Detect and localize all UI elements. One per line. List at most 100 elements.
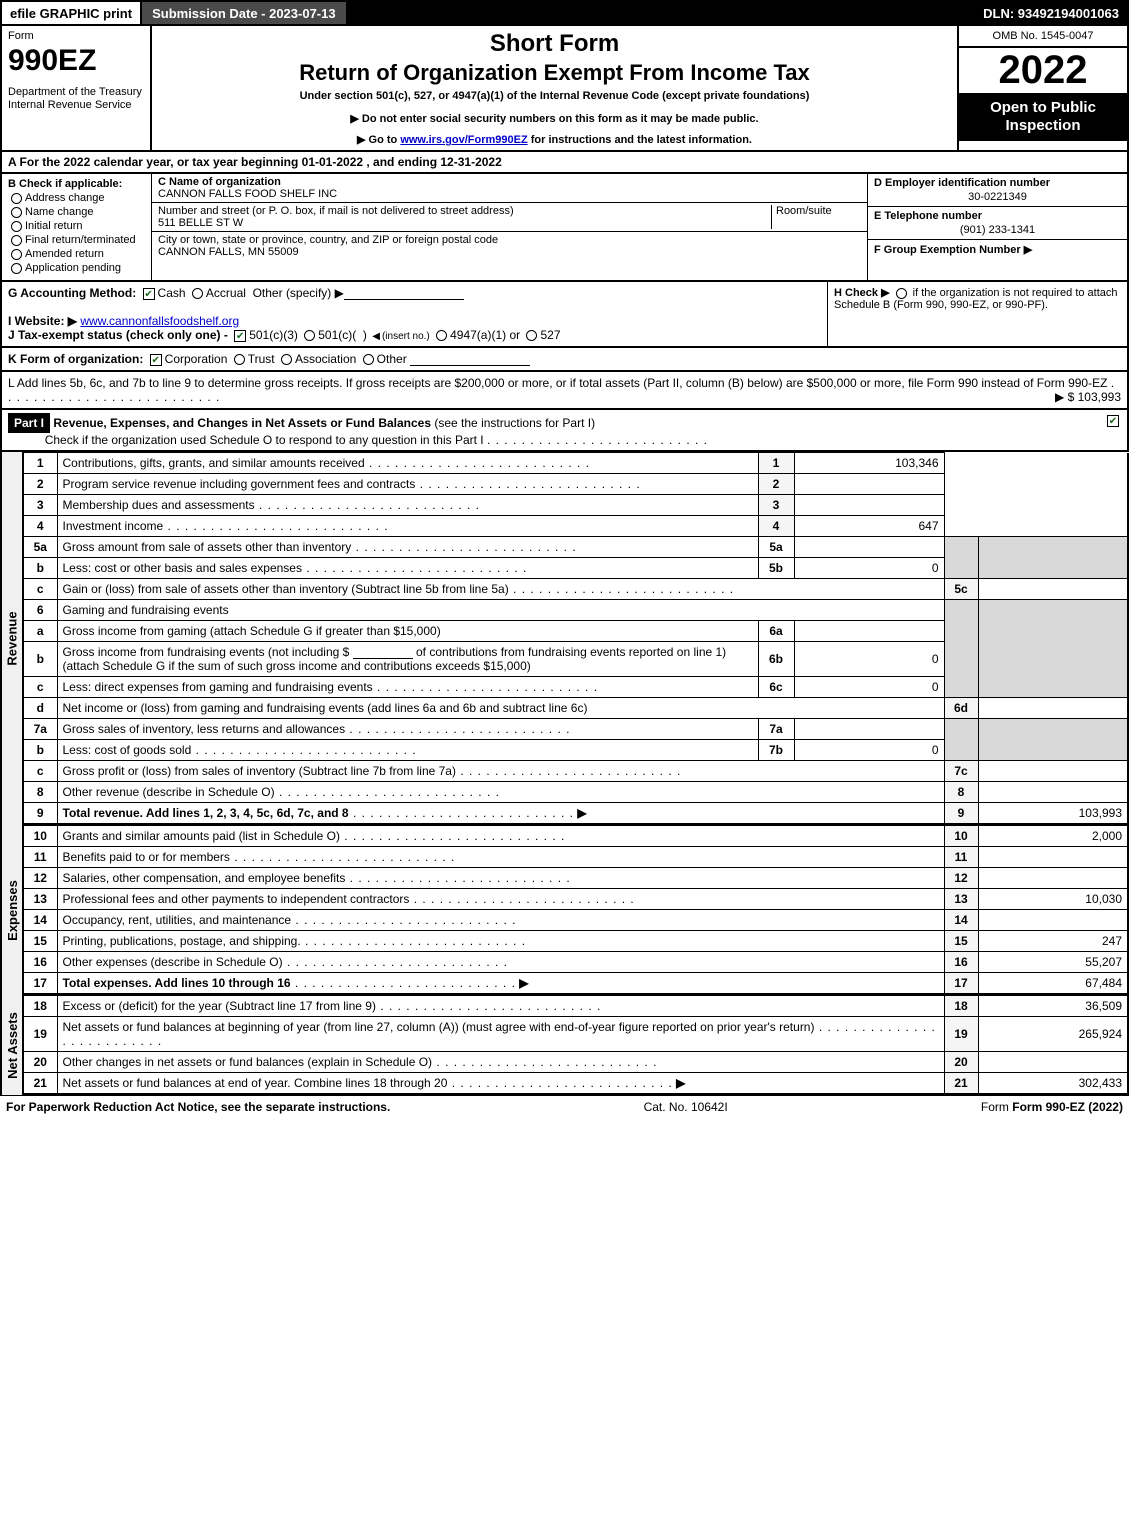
k-other-input[interactable] bbox=[410, 354, 530, 366]
section-a: A For the 2022 calendar year, or tax yea… bbox=[0, 152, 1129, 174]
line-6c-value: 0 bbox=[794, 677, 944, 698]
j-501c-label: 501(c)( bbox=[318, 328, 356, 342]
l-value: ▶ $ 103,993 bbox=[1055, 390, 1121, 404]
short-form-title: Short Form bbox=[158, 30, 951, 58]
g-accrual-check[interactable] bbox=[192, 288, 203, 299]
section-def: D Employer identification number 30-0221… bbox=[867, 174, 1127, 280]
l-line: L Add lines 5b, 6c, and 7b to line 9 to … bbox=[0, 372, 1129, 410]
j-insert-label: (insert no.) bbox=[382, 331, 430, 342]
irs-link[interactable]: www.irs.gov/Form990EZ bbox=[400, 134, 527, 146]
section-b: B Check if applicable: Address change Na… bbox=[2, 174, 152, 280]
under-section: Under section 501(c), 527, or 4947(a)(1)… bbox=[158, 90, 951, 102]
revenue-section-label: Revenue bbox=[0, 452, 22, 825]
spacer bbox=[346, 2, 976, 24]
i-label: I Website: ▶ bbox=[8, 314, 77, 328]
j-501c3-label: 501(c)(3) bbox=[249, 328, 298, 342]
line-7b-value: 0 bbox=[794, 740, 944, 761]
g-other-input[interactable] bbox=[344, 288, 464, 300]
chk-address-change[interactable]: Address change bbox=[8, 192, 145, 204]
line-5b-value: 0 bbox=[794, 558, 944, 579]
k-corp-label: Corporation bbox=[165, 352, 228, 366]
line-9-amount: 103,993 bbox=[978, 803, 1128, 825]
j-527-check[interactable] bbox=[526, 330, 537, 341]
b-header: B Check if applicable: bbox=[8, 178, 145, 190]
city-value: CANNON FALLS, MN 55009 bbox=[158, 246, 299, 258]
g-other-label: Other (specify) ▶ bbox=[253, 286, 344, 300]
room-label: Room/suite bbox=[776, 205, 832, 217]
chk-final-return[interactable]: Final return/terminated bbox=[8, 234, 145, 246]
line-3-amount bbox=[794, 495, 944, 516]
org-block: B Check if applicable: Address change Na… bbox=[0, 174, 1129, 282]
omb-number: OMB No. 1545-0047 bbox=[959, 26, 1127, 48]
part1-schedule-o-check[interactable] bbox=[1107, 415, 1119, 427]
h-check[interactable] bbox=[896, 288, 907, 299]
header-mid: Short Form Return of Organization Exempt… bbox=[152, 26, 957, 150]
j-4947-label: 4947(a)(1) or bbox=[450, 328, 520, 342]
street-label: Number and street (or P. O. box, if mail… bbox=[158, 205, 514, 217]
form-header: Form 990EZ Department of the Treasury In… bbox=[0, 26, 1129, 152]
revenue-table: 1Contributions, gifts, grants, and simil… bbox=[22, 452, 1129, 825]
line-17-amount: 67,484 bbox=[978, 973, 1128, 995]
arrow-icon: ▶ bbox=[577, 806, 586, 820]
header-left: Form 990EZ Department of the Treasury In… bbox=[2, 26, 152, 150]
d-label: D Employer identification number bbox=[874, 177, 1121, 189]
website-link[interactable]: www.cannonfallsfoodshelf.org bbox=[80, 314, 239, 328]
g-cash-label: Cash bbox=[158, 286, 186, 300]
goto-line: ▶ Go to www.irs.gov/Form990EZ for instru… bbox=[158, 133, 951, 146]
ein-value: 30-0221349 bbox=[874, 191, 1121, 203]
return-title: Return of Organization Exempt From Incom… bbox=[158, 60, 951, 86]
chk-name-change[interactable]: Name change bbox=[8, 206, 145, 218]
e-label: E Telephone number bbox=[874, 210, 1121, 222]
net-assets-table: 18Excess or (deficit) for the year (Subt… bbox=[22, 995, 1129, 1095]
line-21-amount: 302,433 bbox=[978, 1073, 1128, 1095]
k-label: K Form of organization: bbox=[8, 352, 143, 366]
chk-application-pending[interactable]: Application pending bbox=[8, 262, 145, 274]
j-501c3-check[interactable] bbox=[234, 330, 246, 342]
g-accrual-label: Accrual bbox=[206, 286, 246, 300]
part1-bar: Part I bbox=[8, 413, 50, 433]
line-19-amount: 265,924 bbox=[978, 1017, 1128, 1052]
gh-row: G Accounting Method: Cash Accrual Other … bbox=[0, 282, 1129, 348]
dots bbox=[487, 433, 708, 447]
line-2-amount bbox=[794, 474, 944, 495]
goto-post: for instructions and the latest informat… bbox=[531, 134, 752, 146]
expenses-section-label: Expenses bbox=[0, 825, 22, 995]
tax-year: 2022 bbox=[959, 48, 1127, 93]
chk-initial-return[interactable]: Initial return bbox=[8, 220, 145, 232]
line-16-amount: 55,207 bbox=[978, 952, 1128, 973]
part1-header: Part I Revenue, Expenses, and Changes in… bbox=[0, 410, 1129, 452]
j-527-label: 527 bbox=[540, 328, 560, 342]
efile-print-label[interactable]: efile GRAPHIC print bbox=[2, 2, 140, 24]
k-corp-check[interactable] bbox=[150, 354, 162, 366]
k-assoc-check[interactable] bbox=[281, 354, 292, 365]
submission-date: Submission Date - 2023-07-13 bbox=[140, 2, 346, 24]
header-right: OMB No. 1545-0047 2022 Open to Public In… bbox=[957, 26, 1127, 150]
form-ref: Form Form 990-EZ (2022) bbox=[981, 1100, 1123, 1114]
line-10-amount: 2,000 bbox=[978, 826, 1128, 847]
l-text: L Add lines 5b, 6c, and 7b to line 9 to … bbox=[8, 376, 1107, 390]
k-other-check[interactable] bbox=[363, 354, 374, 365]
k-assoc-label: Association bbox=[295, 352, 356, 366]
part1-check-text: Check if the organization used Schedule … bbox=[45, 433, 484, 447]
department-label: Department of the Treasury Internal Reve… bbox=[8, 86, 144, 112]
city-label: City or town, state or province, country… bbox=[158, 234, 498, 246]
phone-value: (901) 233-1341 bbox=[874, 224, 1121, 236]
part1-note: (see the instructions for Part I) bbox=[434, 416, 595, 430]
line-18-amount: 36,509 bbox=[978, 996, 1128, 1017]
j-4947-check[interactable] bbox=[436, 330, 447, 341]
g-cash-check[interactable] bbox=[143, 288, 155, 300]
chk-amended-return[interactable]: Amended return bbox=[8, 248, 145, 260]
line-6b-input[interactable] bbox=[353, 647, 413, 659]
net-assets-section-label: Net Assets bbox=[0, 995, 22, 1095]
part1-title: Revenue, Expenses, and Changes in Net As… bbox=[53, 416, 431, 430]
do-not-enter: ▶ Do not enter social security numbers o… bbox=[158, 112, 951, 125]
line-1-amount: 103,346 bbox=[794, 453, 944, 474]
section-c: C Name of organization CANNON FALLS FOOD… bbox=[152, 174, 867, 280]
f-label: F Group Exemption Number ▶ bbox=[874, 243, 1121, 256]
line-4-amount: 647 bbox=[794, 516, 944, 537]
arrow-icon: ▶ bbox=[676, 1076, 685, 1090]
j-label: J Tax-exempt status (check only one) - bbox=[8, 328, 228, 342]
k-trust-check[interactable] bbox=[234, 354, 245, 365]
j-501c-check[interactable] bbox=[304, 330, 315, 341]
top-bar: efile GRAPHIC print Submission Date - 20… bbox=[0, 0, 1129, 26]
